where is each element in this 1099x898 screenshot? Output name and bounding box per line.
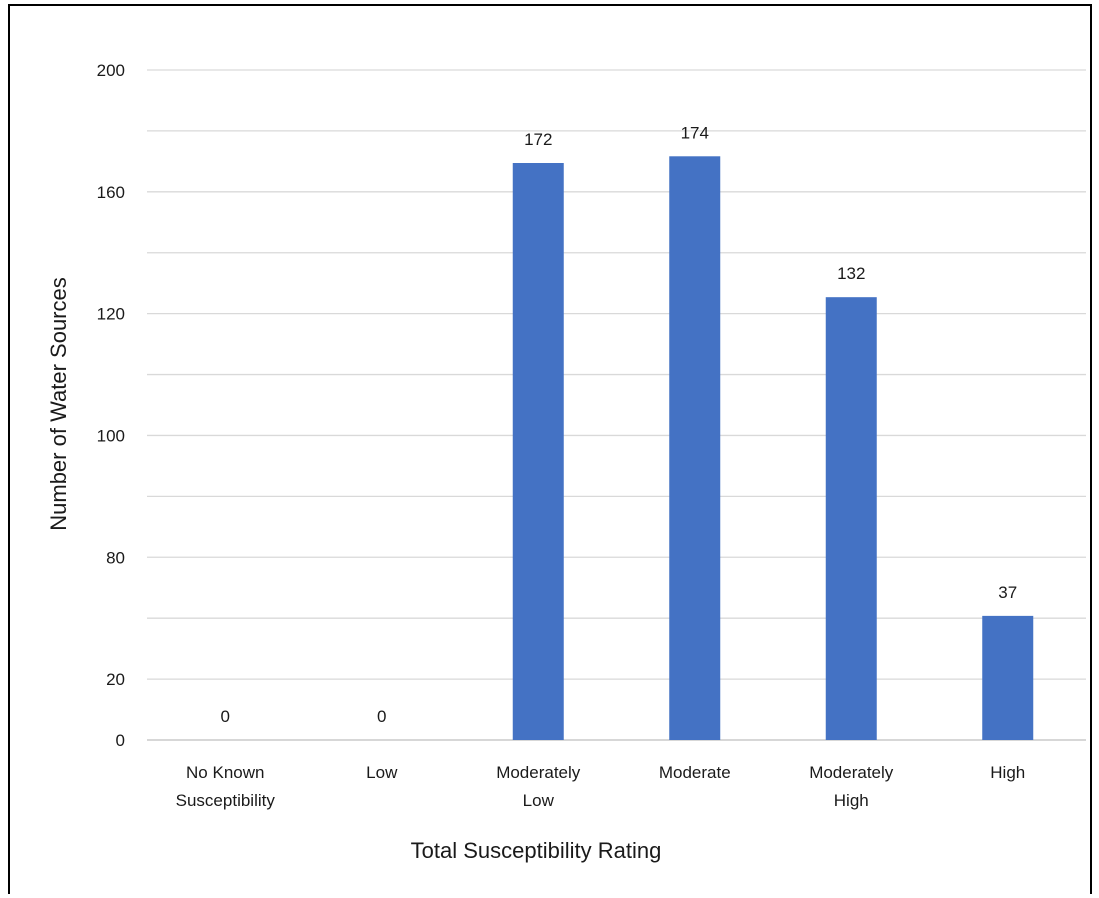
chart-frame — [8, 4, 1092, 894]
y-tick-label: 0 — [116, 731, 125, 750]
y-tick-label: 160 — [97, 183, 125, 202]
data-labels: 0 0 172 174 132 37 — [221, 123, 1018, 726]
x-axis-title: Total Susceptibility Rating — [411, 838, 662, 863]
x-category-label: High — [990, 763, 1025, 782]
data-label: 0 — [221, 707, 230, 726]
data-label: 132 — [837, 264, 865, 283]
x-category-label: Moderately High — [809, 763, 894, 810]
bar — [669, 156, 721, 740]
x-category-label: Low — [366, 763, 398, 782]
data-label: 174 — [681, 123, 709, 142]
x-category-label: No Known Susceptibility — [176, 763, 276, 810]
bars — [512, 156, 1034, 740]
x-axis-categories: No Known Susceptibility Low Moderately Low Mo… — [176, 763, 1026, 810]
bar — [982, 615, 1034, 740]
x-category-label: Moderately Low — [496, 763, 581, 810]
y-axis-title: Number of Water Sources — [46, 277, 71, 531]
bar — [512, 163, 564, 740]
data-label: 37 — [998, 583, 1017, 602]
y-tick-label: 20 — [106, 670, 125, 689]
x-category-label: Moderate — [659, 763, 731, 782]
y-tick-label: 120 — [97, 305, 125, 324]
y-tick-label: 100 — [97, 426, 125, 445]
gridlines — [147, 69, 1086, 741]
y-tick-label: 200 — [97, 61, 125, 80]
data-label: 172 — [524, 130, 552, 149]
y-tick-label: 80 — [106, 548, 125, 567]
y-axis-ticks: 0 20 80 100 120 160 200 — [97, 61, 125, 750]
bar — [825, 297, 877, 740]
data-label: 0 — [377, 707, 386, 726]
